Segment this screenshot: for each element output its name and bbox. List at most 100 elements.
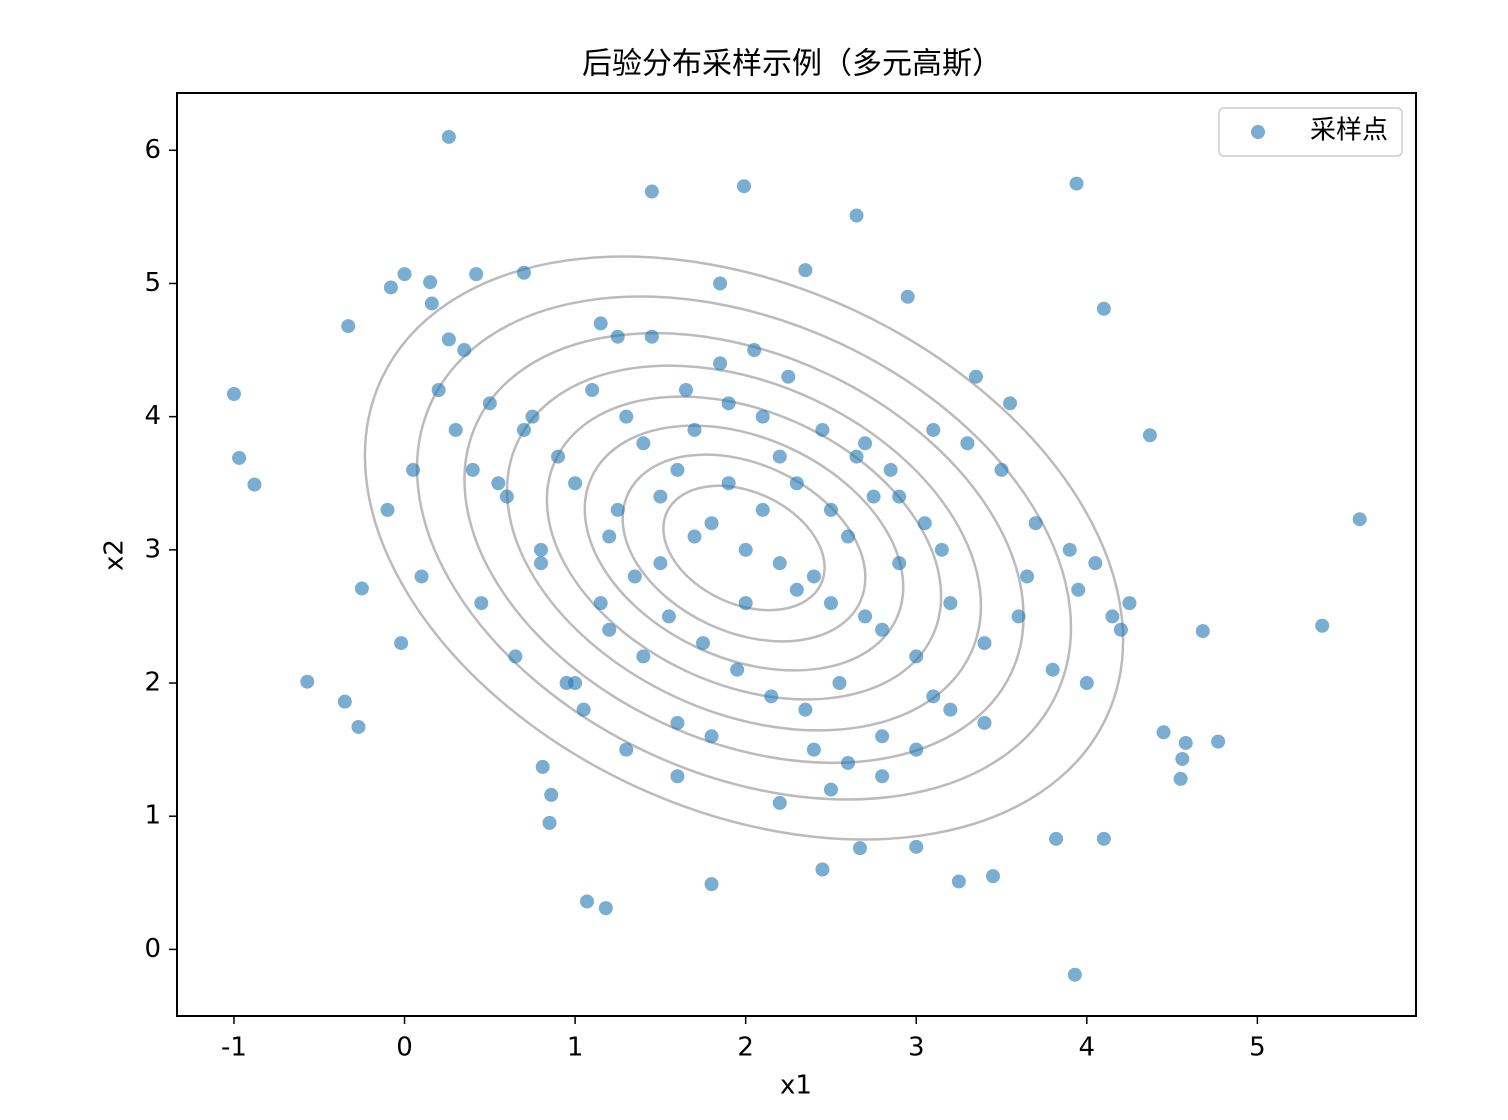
- point: [815, 862, 830, 877]
- point: [1113, 622, 1128, 637]
- legend-marker: [1251, 125, 1265, 139]
- point: [602, 622, 617, 637]
- point: [892, 489, 907, 504]
- point: [482, 396, 497, 411]
- point: [704, 516, 719, 531]
- point: [917, 516, 932, 531]
- point: [508, 649, 523, 664]
- point: [448, 422, 463, 437]
- point: [900, 289, 915, 304]
- x-tick-label: 4: [1079, 1033, 1096, 1063]
- point: [713, 276, 728, 291]
- point: [755, 409, 770, 424]
- points: [226, 129, 1367, 982]
- point: [721, 476, 736, 491]
- point: [544, 787, 559, 802]
- point: [678, 383, 693, 398]
- y-tick-label: 2: [144, 668, 161, 698]
- point: [1156, 725, 1171, 740]
- point: [909, 649, 924, 664]
- point: [704, 729, 719, 744]
- point: [985, 869, 1000, 884]
- point: [772, 449, 787, 464]
- point: [875, 769, 890, 784]
- point: [397, 267, 412, 282]
- contour: [415, 295, 1073, 801]
- point: [593, 316, 608, 331]
- point: [619, 409, 634, 424]
- y-tick-label: 5: [144, 268, 161, 298]
- point: [533, 556, 548, 571]
- point: [730, 662, 745, 677]
- point: [619, 742, 634, 757]
- y-tick-label: 3: [144, 534, 161, 564]
- point: [866, 489, 881, 504]
- point: [798, 702, 813, 717]
- point: [533, 542, 548, 557]
- point: [909, 742, 924, 757]
- y-tick-label: 6: [144, 135, 161, 165]
- point: [414, 569, 429, 584]
- point: [789, 476, 804, 491]
- point: [815, 422, 830, 437]
- point: [738, 596, 753, 611]
- point: [441, 332, 456, 347]
- point: [593, 596, 608, 611]
- point: [747, 343, 762, 358]
- point: [610, 502, 625, 517]
- x-tick-label: 0: [396, 1033, 413, 1063]
- point: [1003, 396, 1018, 411]
- point: [341, 319, 356, 334]
- point: [653, 556, 668, 571]
- x-tick-label: -1: [221, 1033, 247, 1063]
- point: [687, 422, 702, 437]
- contour: [463, 331, 1025, 765]
- point: [951, 874, 966, 889]
- point: [687, 529, 702, 544]
- point: [568, 676, 583, 691]
- point: [406, 462, 421, 477]
- point: [934, 542, 949, 557]
- point: [968, 369, 983, 384]
- point: [806, 742, 821, 757]
- point: [841, 755, 856, 770]
- point: [1096, 831, 1111, 846]
- y-tick-label: 4: [144, 401, 161, 431]
- point: [1352, 512, 1367, 527]
- point: [772, 795, 787, 810]
- point: [892, 556, 907, 571]
- point: [644, 184, 659, 199]
- point: [383, 280, 398, 295]
- point: [943, 596, 958, 611]
- point: [568, 476, 583, 491]
- y-tick-label: 0: [144, 934, 161, 964]
- point: [580, 894, 595, 909]
- point: [636, 436, 651, 451]
- point: [798, 263, 813, 278]
- point: [781, 369, 796, 384]
- point: [1079, 676, 1094, 691]
- point: [823, 782, 838, 797]
- point: [1315, 618, 1330, 633]
- point: [670, 769, 685, 784]
- point: [1105, 609, 1120, 624]
- x-axis-label: x1: [780, 1071, 812, 1101]
- point: [431, 383, 446, 398]
- point: [535, 759, 550, 774]
- point: [772, 556, 787, 571]
- point: [670, 462, 685, 477]
- y-tick-label: 1: [144, 801, 161, 831]
- point: [1088, 556, 1103, 571]
- point: [858, 609, 873, 624]
- point: [1071, 582, 1086, 597]
- point: [300, 674, 315, 689]
- x-tick-label: 2: [737, 1033, 754, 1063]
- point: [661, 609, 676, 624]
- point: [823, 502, 838, 517]
- point: [926, 422, 941, 437]
- point: [806, 569, 821, 584]
- point: [1020, 569, 1035, 584]
- plot-frame: [176, 92, 1417, 1017]
- point: [849, 208, 864, 223]
